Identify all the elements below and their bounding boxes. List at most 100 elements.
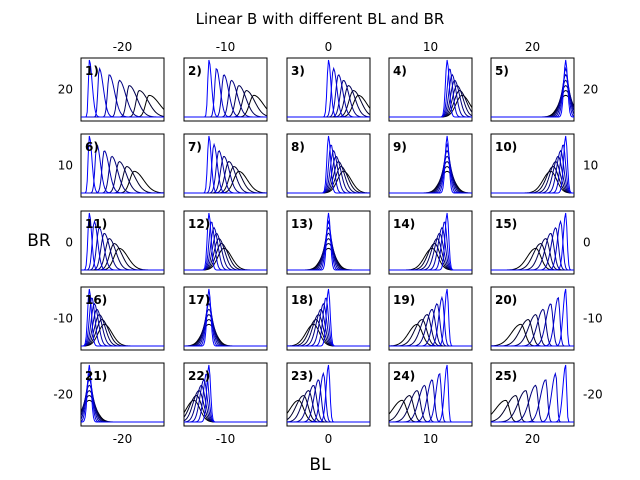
- panel-label: 19): [393, 293, 415, 307]
- panel-label: 18): [291, 293, 313, 307]
- panel-17: 17): [183, 286, 268, 351]
- col-tick-label-top: 0: [325, 40, 333, 54]
- series-line: [491, 59, 574, 118]
- panel-15: 15): [490, 210, 575, 275]
- panel-label: 25): [495, 369, 517, 383]
- series-line: [81, 364, 164, 423]
- series-line: [81, 212, 164, 271]
- row-tick-label-left: -20: [53, 388, 73, 402]
- series-line: [287, 135, 370, 194]
- panel-frame: [388, 362, 473, 427]
- row-tick-label-left: 20: [58, 83, 73, 97]
- panel-label: 7): [188, 140, 202, 154]
- col-tick-label-top: 10: [423, 40, 438, 54]
- panel-1: 1): [80, 57, 165, 122]
- panel-label: 15): [495, 217, 517, 231]
- panel-label: 10): [495, 140, 517, 154]
- panel-label: 4): [393, 64, 407, 78]
- panel-19: 19): [388, 286, 473, 351]
- col-tick-label-bottom: -20: [113, 432, 133, 446]
- col-tick-label-top: -20: [113, 40, 133, 54]
- series-line: [81, 288, 164, 347]
- series-line: [491, 135, 574, 194]
- series-line: [81, 59, 164, 118]
- series-line: [184, 212, 267, 271]
- panel-24: 24): [388, 362, 473, 427]
- series-line: [389, 135, 472, 194]
- series-line: [491, 364, 574, 423]
- panel-frame: [286, 362, 371, 427]
- panel-10: 10): [490, 133, 575, 198]
- col-tick-label-bottom: 0: [325, 432, 333, 446]
- panel-label: 3): [291, 64, 305, 78]
- col-tick-label-bottom: -10: [216, 432, 236, 446]
- panel-label: 24): [393, 369, 415, 383]
- panel-5: 5): [490, 57, 575, 122]
- col-tick-label-bottom: 20: [525, 432, 540, 446]
- panel-11: 11): [80, 210, 165, 275]
- series-line: [184, 364, 267, 423]
- panel-label: 8): [291, 140, 305, 154]
- row-tick-label-left: 0: [65, 236, 73, 250]
- series-line: [491, 212, 574, 271]
- panel-16: 16): [80, 286, 165, 351]
- panel-label: 9): [393, 140, 407, 154]
- panel-frame: [388, 286, 473, 351]
- panel-label: 17): [188, 293, 210, 307]
- panel-22: 22): [183, 362, 268, 427]
- series-line: [287, 212, 370, 271]
- panel-frame: [286, 57, 371, 122]
- panel-6: 6): [80, 133, 165, 198]
- col-tick-label-top: -10: [216, 40, 236, 54]
- panel-label: 12): [188, 217, 210, 231]
- panel-label: 13): [291, 217, 313, 231]
- panel-2: 2): [183, 57, 268, 122]
- panel-12: 12): [183, 210, 268, 275]
- panel-label: 2): [188, 64, 202, 78]
- series-line: [184, 288, 267, 347]
- col-tick-label-bottom: 10: [423, 432, 438, 446]
- row-tick-label-right: -10: [583, 312, 603, 326]
- panel-label: 11): [85, 217, 107, 231]
- panel-label: 23): [291, 369, 313, 383]
- series-line: [389, 59, 472, 118]
- panel-label: 21): [85, 369, 107, 383]
- panel-23: 23): [286, 362, 371, 427]
- row-tick-label-right: 20: [583, 83, 598, 97]
- row-tick-label-left: 10: [58, 159, 73, 173]
- series-line: [287, 288, 370, 347]
- panel-4: 4): [388, 57, 473, 122]
- panel-9: 9): [388, 133, 473, 198]
- series-line: [81, 135, 164, 194]
- series-line: [389, 288, 472, 347]
- row-tick-label-right: 0: [583, 236, 591, 250]
- panel-label: 1): [85, 64, 99, 78]
- panel-8: 8): [286, 133, 371, 198]
- panel-label: 14): [393, 217, 415, 231]
- panel-21: 21): [80, 362, 165, 427]
- panel-14: 14): [388, 210, 473, 275]
- chart-title: Linear B with different BL and BR: [196, 10, 445, 28]
- series-line: [287, 364, 370, 423]
- panel-label: 20): [495, 293, 517, 307]
- row-tick-label-left: -10: [53, 312, 73, 326]
- panel-13: 13): [286, 210, 371, 275]
- panel-18: 18): [286, 286, 371, 351]
- panel-frame: [183, 133, 268, 198]
- panel-label: 5): [495, 64, 509, 78]
- panel-label: 6): [85, 140, 99, 154]
- row-tick-label-right: 10: [583, 159, 598, 173]
- panel-grid: 1) 2) 3) 4) 5) 6) 7) 8) 9) 10) 11) 12) 13) 14) 15) 16) 1…: [53, 40, 602, 446]
- panel-20: 20): [490, 286, 575, 351]
- series-line: [287, 59, 370, 118]
- series-line: [491, 288, 574, 347]
- panel-3: 3): [286, 57, 371, 122]
- row-tick-label-right: -20: [583, 388, 603, 402]
- panel-7: 7): [183, 133, 268, 198]
- y-axis-label: BR: [27, 231, 51, 251]
- x-axis-label: BL: [309, 455, 331, 475]
- series-line: [389, 364, 472, 423]
- series-line: [184, 59, 267, 118]
- panel-frame: [183, 57, 268, 122]
